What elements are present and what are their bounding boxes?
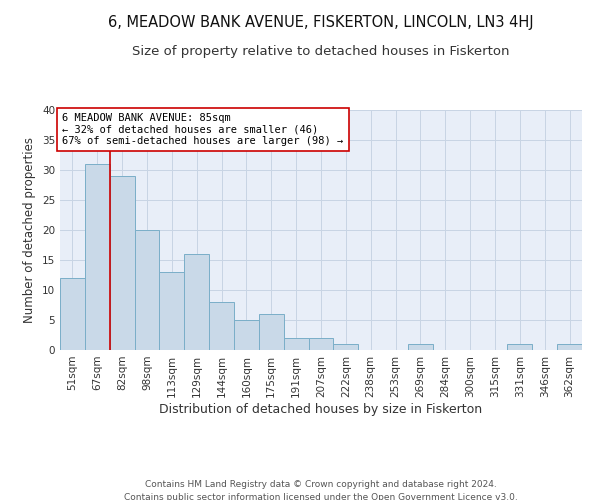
Y-axis label: Number of detached properties: Number of detached properties xyxy=(23,137,37,323)
Text: Size of property relative to detached houses in Fiskerton: Size of property relative to detached ho… xyxy=(132,45,510,58)
Bar xyxy=(408,344,433,350)
Bar xyxy=(334,344,358,350)
Text: 6, MEADOW BANK AVENUE, FISKERTON, LINCOLN, LN3 4HJ: 6, MEADOW BANK AVENUE, FISKERTON, LINCOL… xyxy=(108,15,534,30)
Bar xyxy=(160,272,184,350)
Bar xyxy=(259,314,284,350)
Bar xyxy=(557,344,582,350)
Bar xyxy=(284,338,308,350)
Text: Contains HM Land Registry data © Crown copyright and database right 2024.
Contai: Contains HM Land Registry data © Crown c… xyxy=(124,480,518,500)
Bar xyxy=(308,338,334,350)
Text: 6 MEADOW BANK AVENUE: 85sqm
← 32% of detached houses are smaller (46)
67% of sem: 6 MEADOW BANK AVENUE: 85sqm ← 32% of det… xyxy=(62,113,344,146)
Bar xyxy=(134,230,160,350)
Bar xyxy=(85,164,110,350)
Bar xyxy=(234,320,259,350)
Text: Distribution of detached houses by size in Fiskerton: Distribution of detached houses by size … xyxy=(160,402,482,415)
Bar xyxy=(184,254,209,350)
Bar xyxy=(60,278,85,350)
Bar xyxy=(110,176,134,350)
Bar xyxy=(209,302,234,350)
Bar xyxy=(508,344,532,350)
